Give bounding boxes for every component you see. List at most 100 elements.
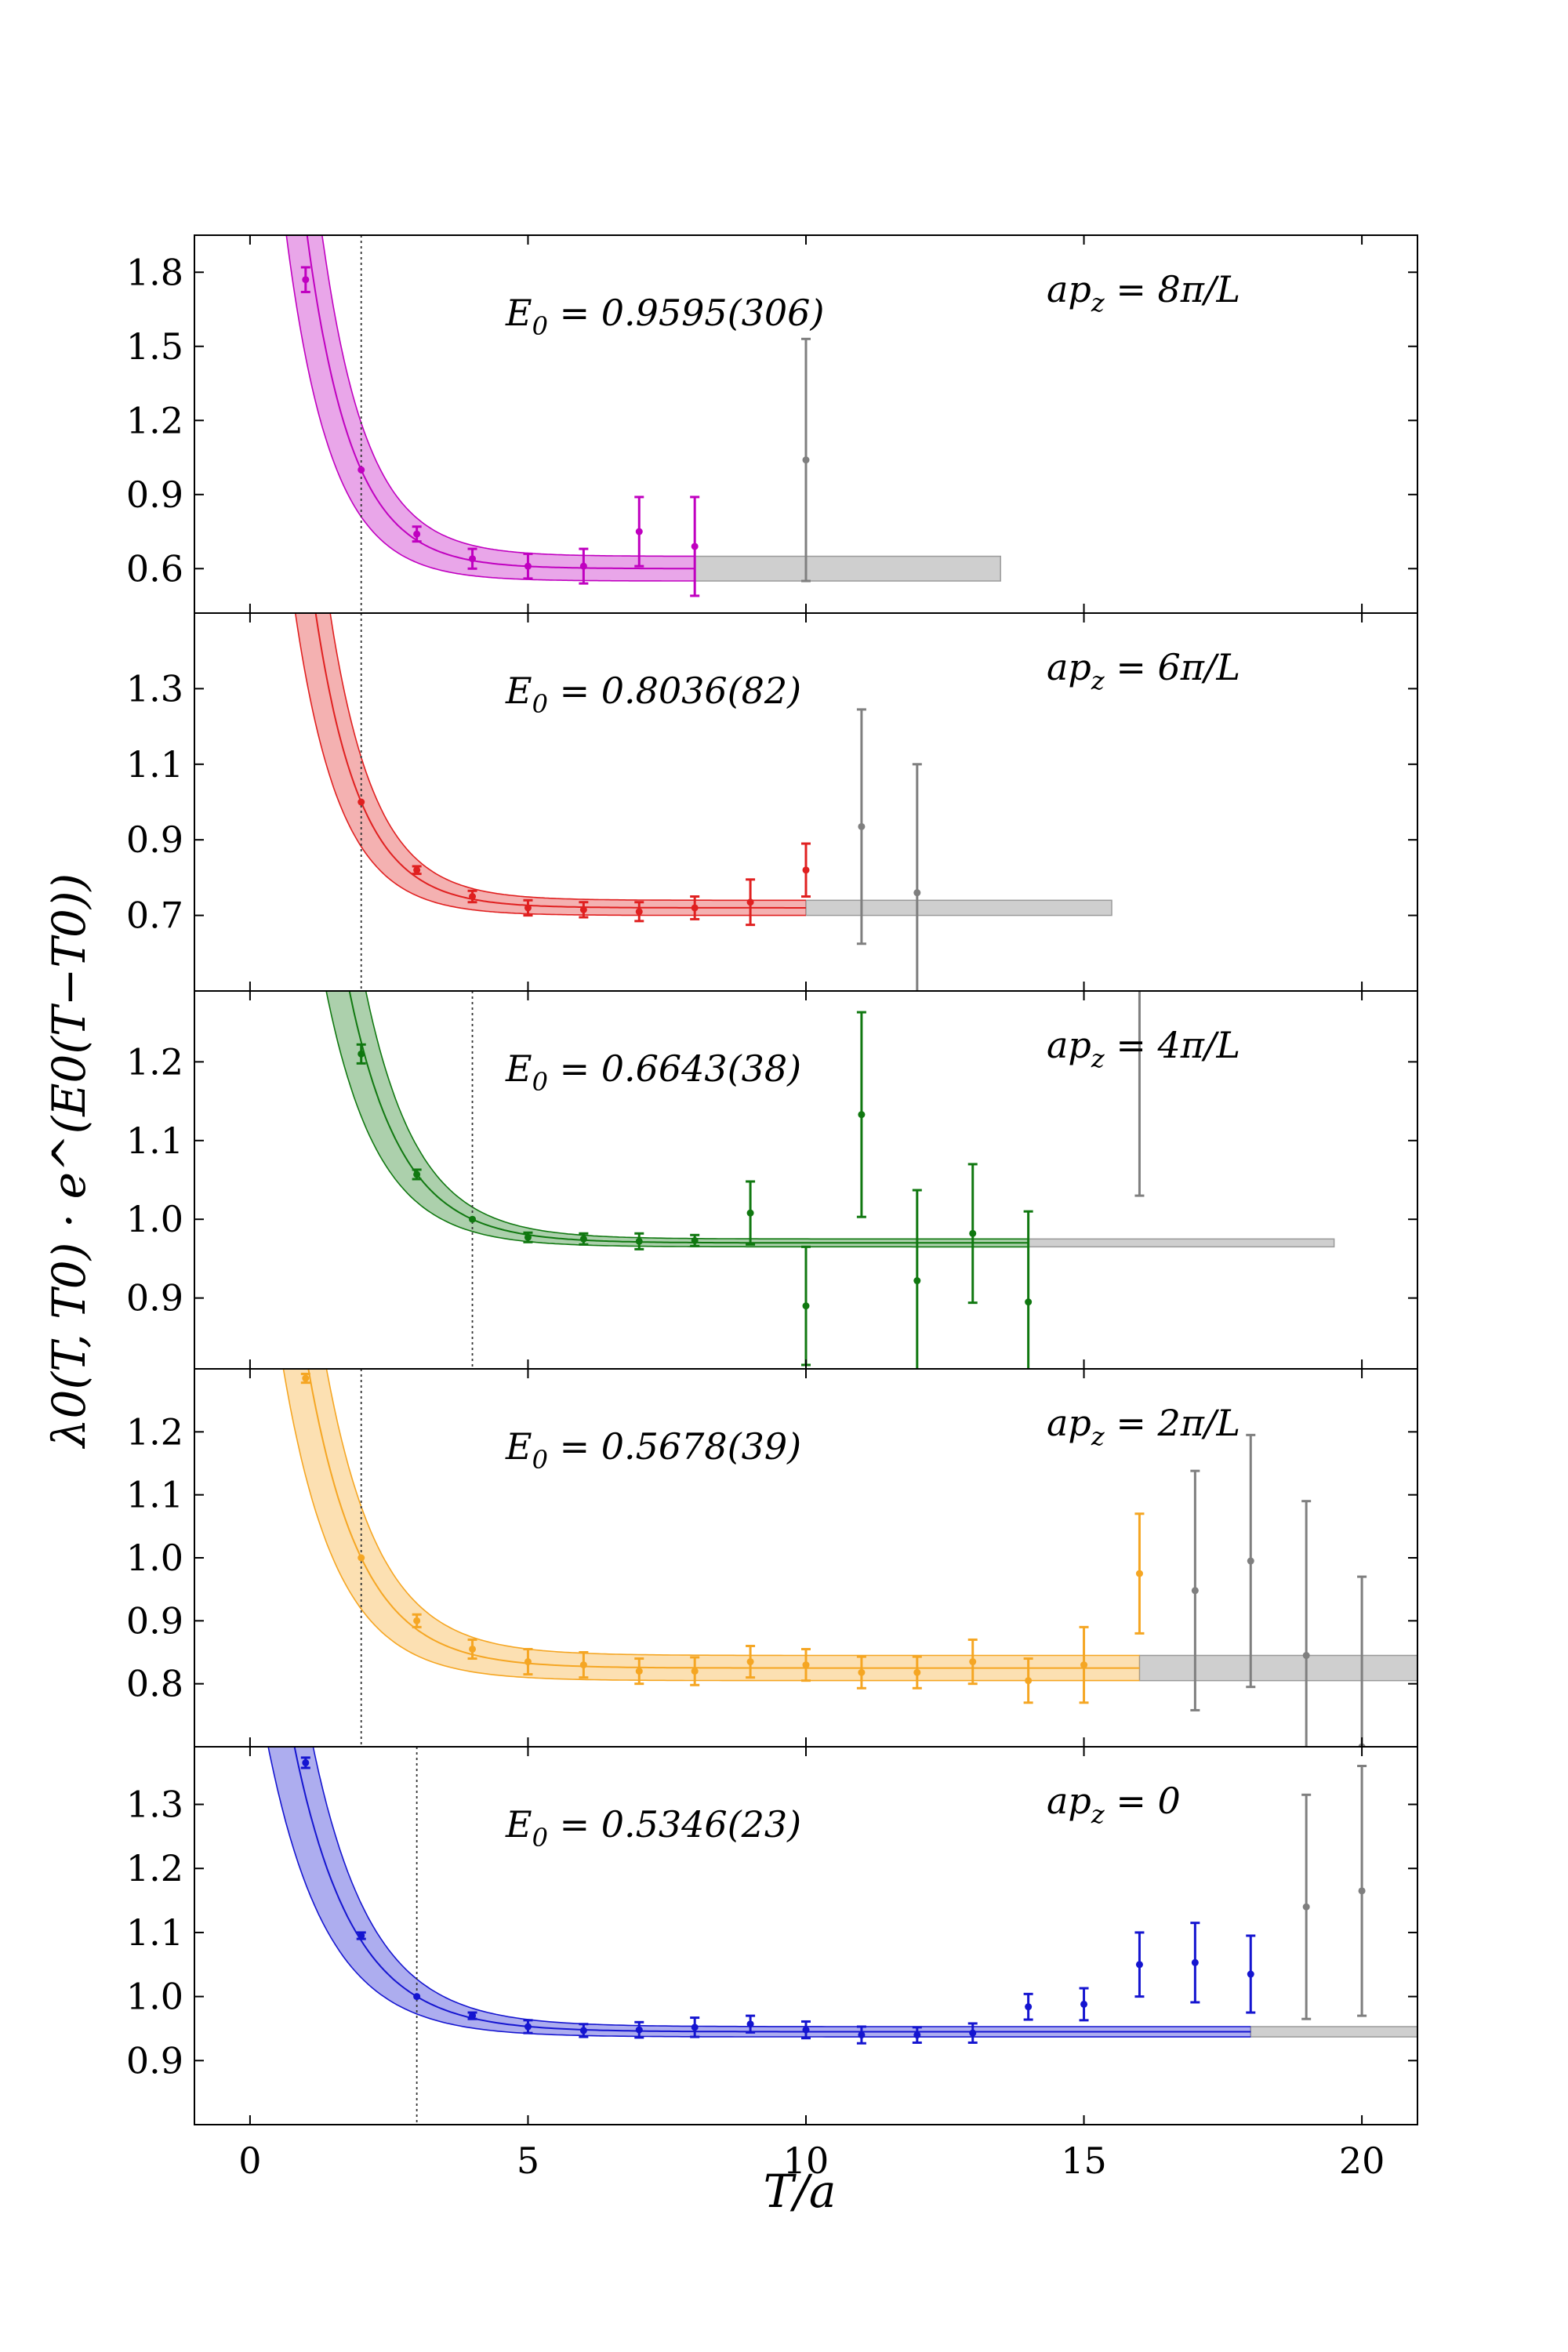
x-tick-label: 0: [238, 2140, 261, 2182]
marker: [1135, 1961, 1143, 1969]
data-point: [356, 1931, 366, 1940]
marker: [358, 1932, 365, 1940]
y-tick-label: 1.1: [126, 1120, 183, 1162]
data-point: [856, 2025, 866, 2045]
fit-band-upper: [365, 991, 1029, 1240]
data-point: [579, 1651, 589, 1679]
y-axis-title: λ0(T, T0) · e^(E0(T−T0)): [42, 873, 96, 1449]
marker: [802, 2026, 810, 2034]
marker: [913, 2031, 921, 2039]
extrapolation-band: [694, 555, 1001, 582]
marker: [358, 466, 365, 474]
marker: [579, 1235, 587, 1243]
marker: [469, 2012, 477, 2020]
marker: [858, 1111, 866, 1119]
marker: [1025, 2003, 1033, 2011]
plot-area: [282, 1369, 1417, 1747]
marker: [413, 1993, 421, 2001]
fit-curve: [306, 235, 695, 570]
data-point: [300, 1372, 310, 1385]
plot-area: [294, 613, 1112, 991]
data-point: [746, 2014, 756, 2034]
data-point: [467, 889, 477, 904]
momentum-label: apz = 8π/L: [1047, 268, 1240, 318]
y-tick-label: 0.6: [126, 547, 183, 590]
marker: [469, 555, 477, 563]
data-point: [801, 1245, 811, 1367]
fit-curve: [293, 1747, 1251, 2033]
fit-band-lower: [285, 235, 695, 582]
panel-p6: 0.7 0.9 1.1 1.3 E0 = 0.8036(82) apz = 6π/L: [126, 612, 1418, 992]
y-tick-label: 1.2: [126, 1410, 183, 1453]
y-tick-label: 1.3: [126, 1784, 183, 1826]
data-point: [1246, 1934, 1256, 2014]
fit-band-upper: [329, 613, 806, 902]
marker: [358, 1050, 365, 1058]
y-tick-label: 1.1: [126, 1911, 183, 1954]
momentum-label: apz = 2π/L: [1047, 1402, 1240, 1451]
data-point: [579, 1232, 589, 1246]
marker: [802, 456, 810, 464]
data-point: [523, 898, 533, 917]
fit-band-lower: [267, 1747, 1251, 2038]
energy-label: E0 = 0.8036(82): [505, 670, 801, 719]
marker: [579, 1661, 587, 1669]
marker: [1136, 979, 1143, 986]
fit-curve: [314, 613, 806, 909]
marker: [524, 1658, 532, 1666]
x-tick-label: 10: [783, 2140, 829, 2182]
marker: [524, 904, 532, 912]
y-tick-label: 1.0: [126, 1198, 183, 1240]
data-point: [358, 466, 365, 474]
marker: [746, 1658, 754, 1666]
data-point: [856, 1011, 866, 1218]
y-tick-label: 1.3: [126, 667, 183, 710]
data-point: [967, 1638, 978, 1686]
extrapolation-band: [805, 899, 1112, 916]
data-point: [1023, 1992, 1033, 2021]
marker: [1080, 2000, 1088, 2008]
data-point: [1190, 1922, 1200, 2004]
extrapolation-band: [1027, 1238, 1335, 1248]
plot-area: [267, 1747, 1417, 2125]
marker: [1080, 1661, 1088, 1669]
panel-p4: 0.9 1.0 1.1 1.2 E0 = 0.6643(38) apz = 4π/L: [126, 979, 1418, 1370]
data-point: [912, 763, 922, 991]
data-point: [634, 1657, 644, 1686]
marker: [1247, 1557, 1254, 1565]
data-point: [690, 895, 700, 920]
data-point: [1246, 1433, 1256, 1689]
data-point: [856, 1655, 866, 1690]
marker: [913, 889, 921, 897]
fit-band-upper: [312, 1747, 1251, 2027]
marker: [302, 276, 310, 284]
data-point: [579, 901, 589, 919]
x-tick-label: 5: [517, 2140, 539, 2182]
plot-area: [285, 235, 1001, 613]
marker: [1302, 1652, 1310, 1660]
data-point: [1023, 1657, 1033, 1704]
marker: [913, 1277, 921, 1285]
data-point: [801, 842, 811, 898]
data-point: [1134, 979, 1145, 1197]
data-point: [912, 2026, 922, 2044]
marker: [635, 1237, 643, 1245]
y-tick-label: 0.9: [126, 818, 183, 861]
marker: [524, 1233, 532, 1241]
marker: [858, 1668, 866, 1676]
marker: [469, 1645, 477, 1653]
data-point: [1190, 1469, 1200, 1711]
marker: [413, 530, 421, 538]
x-tick-label: 20: [1339, 2140, 1385, 2182]
momentum-label: apz = 4π/L: [1047, 1024, 1240, 1073]
fit-band: [286, 235, 695, 581]
marker: [302, 1759, 310, 1766]
data-point: [356, 1043, 366, 1065]
energy-label: E0 = 0.6643(38): [505, 1047, 801, 1097]
marker: [746, 2020, 754, 2028]
data-point: [300, 1756, 310, 1769]
y-tick-label: 0.9: [126, 1599, 183, 1642]
marker: [524, 562, 532, 570]
marker: [691, 1236, 699, 1244]
